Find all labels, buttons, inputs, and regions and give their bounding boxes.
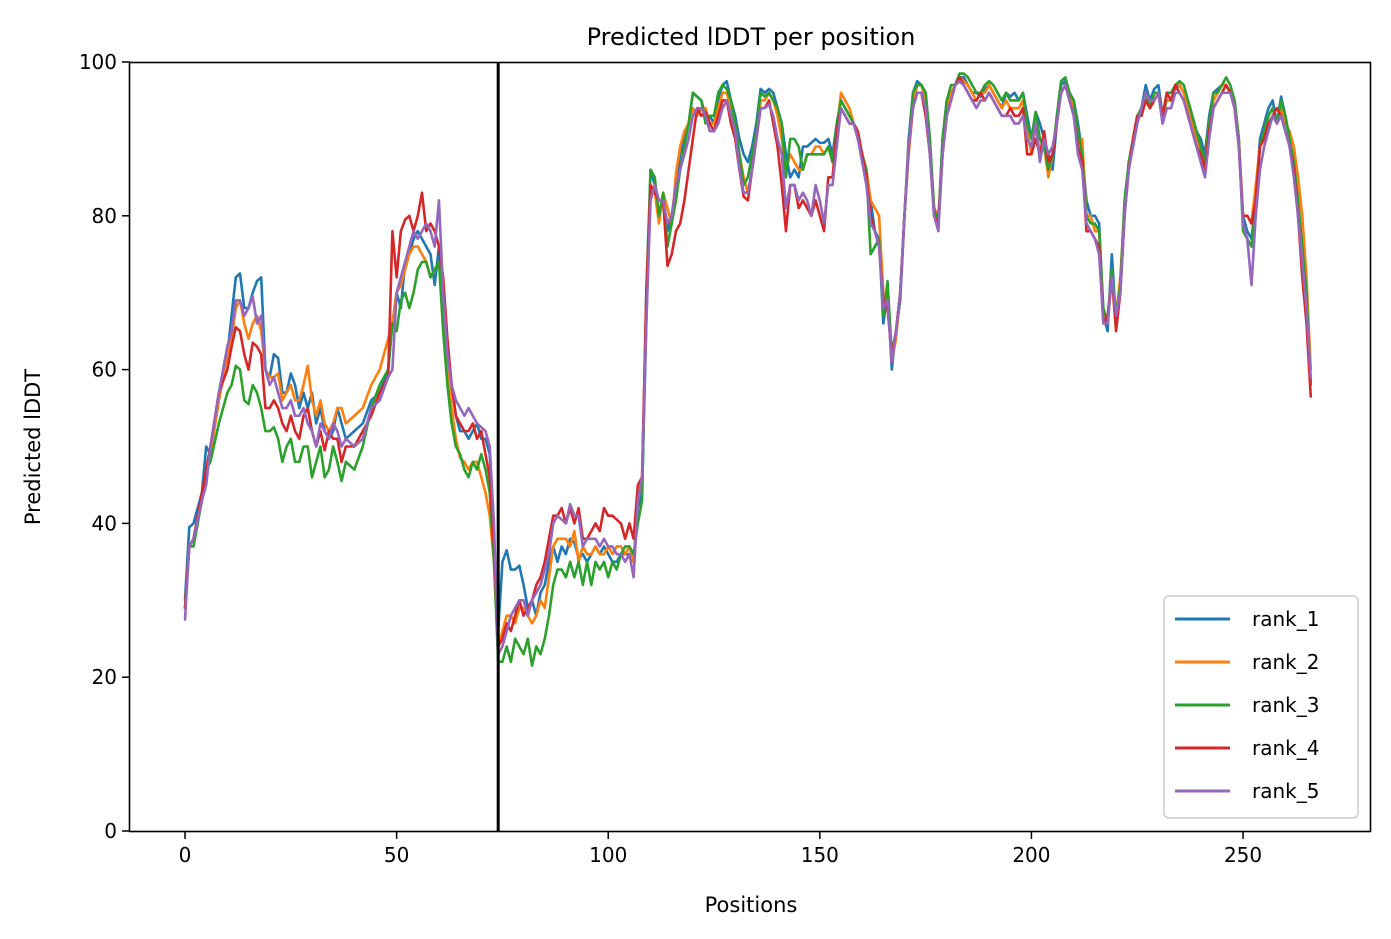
x-axis: 0 50 100 150 200 250 <box>179 831 1262 867</box>
y-tick-label: 20 <box>92 665 117 689</box>
x-axis-label: Positions <box>705 893 798 917</box>
legend-label-rank-4: rank_4 <box>1252 736 1319 760</box>
legend-box <box>1163 595 1359 819</box>
series-line-rank-5 <box>183 79 1313 656</box>
x-tick-label: 150 <box>801 843 839 867</box>
y-axis-label: Predicted lDDT <box>21 369 45 525</box>
x-tick-label: 50 <box>384 843 409 867</box>
chart-title: Predicted lDDT per position <box>587 23 916 51</box>
legend-label-rank-2: rank_2 <box>1252 650 1319 674</box>
legend: rank_1 rank_2 rank_3 rank_4 rank_5 <box>1163 595 1359 819</box>
x-tick-label: 0 <box>179 843 192 867</box>
x-tick-label: 250 <box>1224 843 1262 867</box>
y-tick-label: 40 <box>92 511 117 535</box>
y-tick-label: 60 <box>92 358 117 382</box>
legend-label-rank-5: rank_5 <box>1252 779 1319 803</box>
legend-label-rank-1: rank_1 <box>1252 607 1319 631</box>
plot-area <box>128 61 1372 833</box>
legend-label-rank-3: rank_3 <box>1252 693 1319 717</box>
plot-frame <box>128 61 1372 833</box>
y-axis: 0 20 40 60 80 100 <box>79 50 130 843</box>
x-tick-label: 100 <box>589 843 627 867</box>
x-tick-label: 200 <box>1012 843 1050 867</box>
y-tick-label: 100 <box>79 50 117 74</box>
series-layer <box>183 72 1313 667</box>
y-tick-label: 80 <box>92 204 117 228</box>
y-tick-label: 0 <box>104 819 117 843</box>
